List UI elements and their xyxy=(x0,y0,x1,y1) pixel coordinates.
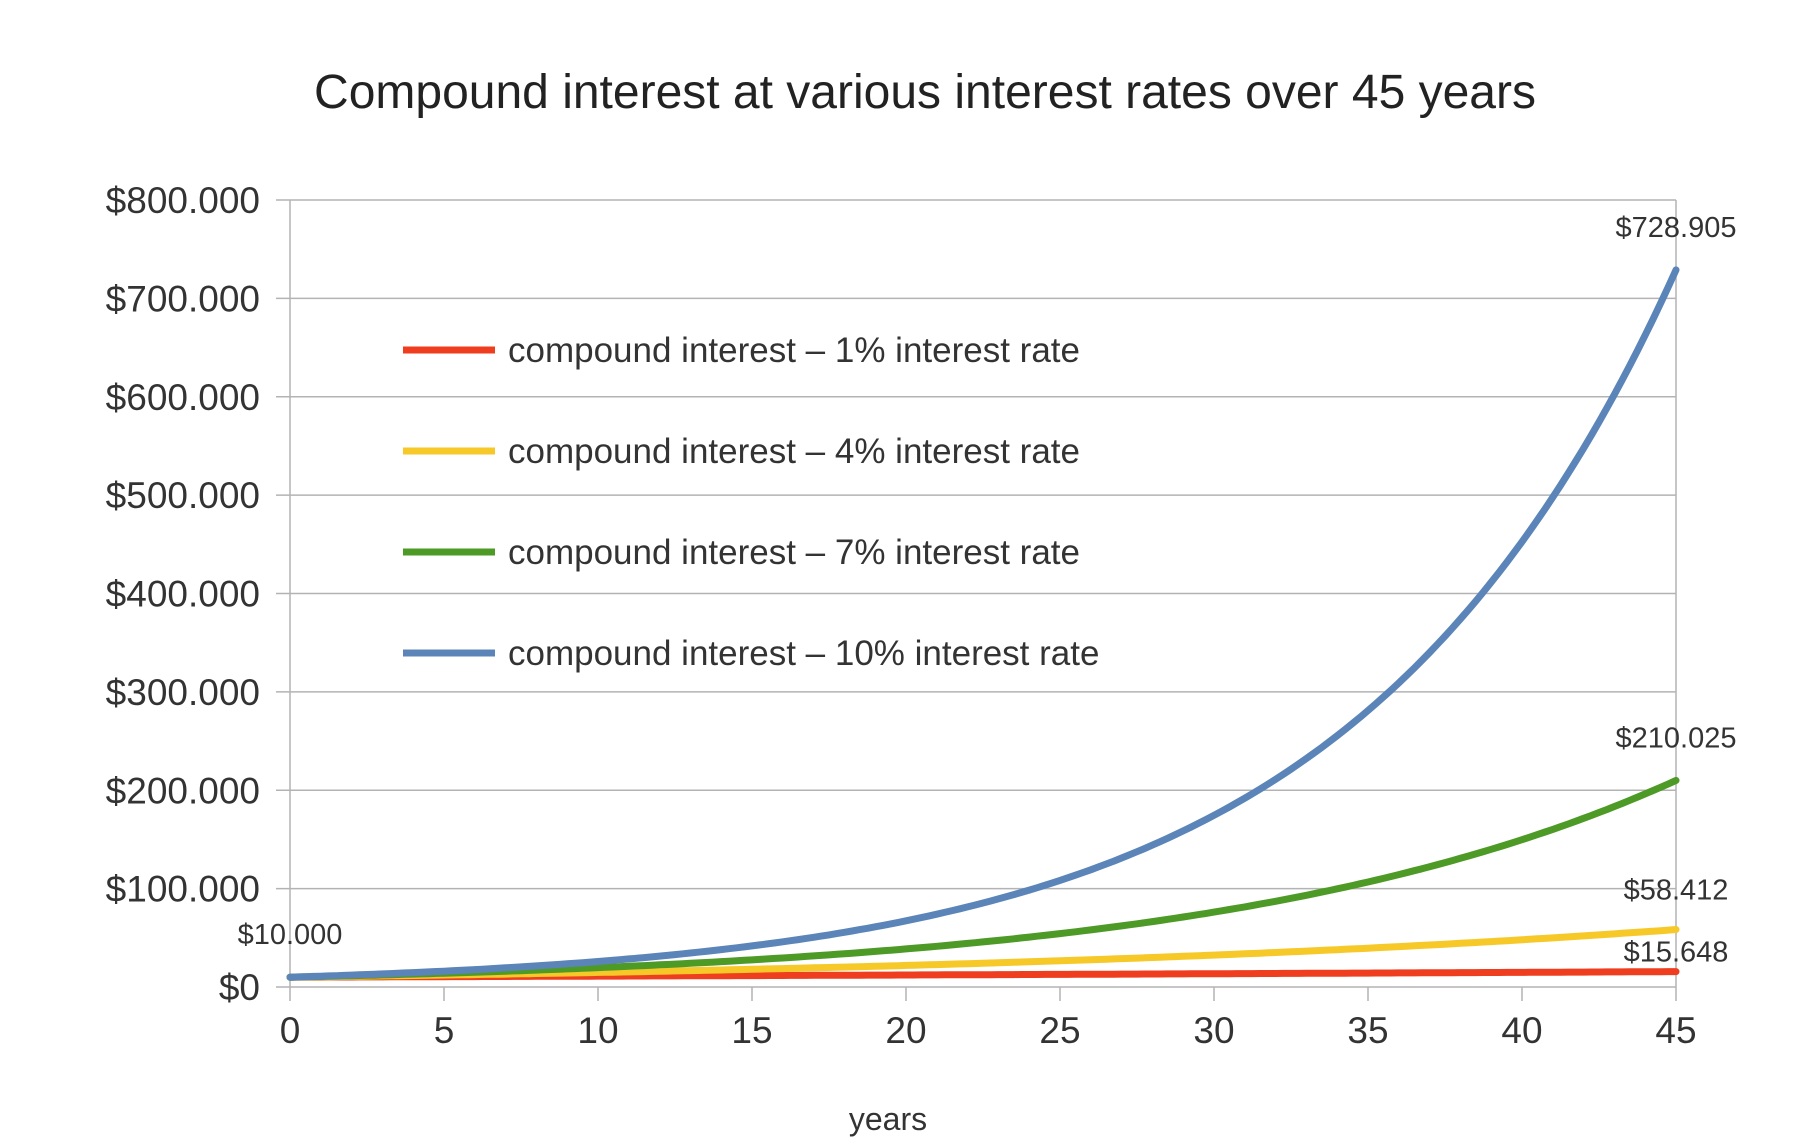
legend-label: compound interest – 7% interest rate xyxy=(508,533,1080,572)
x-tick-label: 25 xyxy=(1039,1010,1080,1051)
y-tick-label: $700.000 xyxy=(106,278,260,319)
data-label: $58.412 xyxy=(1624,875,1729,907)
x-tick-label: 10 xyxy=(577,1010,618,1051)
chart-title: Compound interest at various interest ra… xyxy=(314,66,1536,119)
y-tick-label: $600.000 xyxy=(106,377,260,418)
x-tick-label: 0 xyxy=(280,1010,301,1051)
x-tick-label: 20 xyxy=(885,1010,926,1051)
data-label: $728.905 xyxy=(1616,212,1737,244)
data-label: $15.648 xyxy=(1624,937,1729,969)
data-label: $10.000 xyxy=(238,919,343,951)
legend: compound interest – 1% interest rate comp… xyxy=(403,331,1099,673)
series-layer xyxy=(286,266,1680,981)
y-tick-label: $500.000 xyxy=(106,475,260,516)
y-tick-label: $200.000 xyxy=(106,770,260,811)
x-tick-label: 5 xyxy=(434,1010,455,1051)
legend-label: compound interest – 1% interest rate xyxy=(508,331,1080,370)
x-tick-label: 45 xyxy=(1655,1010,1696,1051)
y-tick-label: $0 xyxy=(219,967,260,1008)
data-label-layer: $10.000 $728.905 $210.025 $58.412 $15.648 xyxy=(238,212,1737,969)
y-tick-label: $400.000 xyxy=(106,574,260,615)
y-tick-label: $800.000 xyxy=(106,180,260,221)
x-tick-label: 40 xyxy=(1501,1010,1542,1051)
x-tick-label: 30 xyxy=(1193,1010,1234,1051)
series-line-4 xyxy=(286,266,1680,981)
y-tick-label: $300.000 xyxy=(106,672,260,713)
grid-layer xyxy=(276,199,1677,988)
x-tick-label: 35 xyxy=(1347,1010,1388,1051)
legend-label: compound interest – 10% interest rate xyxy=(508,634,1099,673)
axis-layer: $0 $100.000 $200.000 $300.000 $400.000 $500.0… xyxy=(106,180,1697,1051)
x-tick-label: 15 xyxy=(731,1010,772,1051)
x-axis-title: years xyxy=(849,1101,927,1137)
series-line-3 xyxy=(286,776,1680,981)
data-label: $210.025 xyxy=(1616,722,1737,754)
y-tick-label: $100.000 xyxy=(106,869,260,910)
legend-label: compound interest – 4% interest rate xyxy=(508,432,1080,471)
